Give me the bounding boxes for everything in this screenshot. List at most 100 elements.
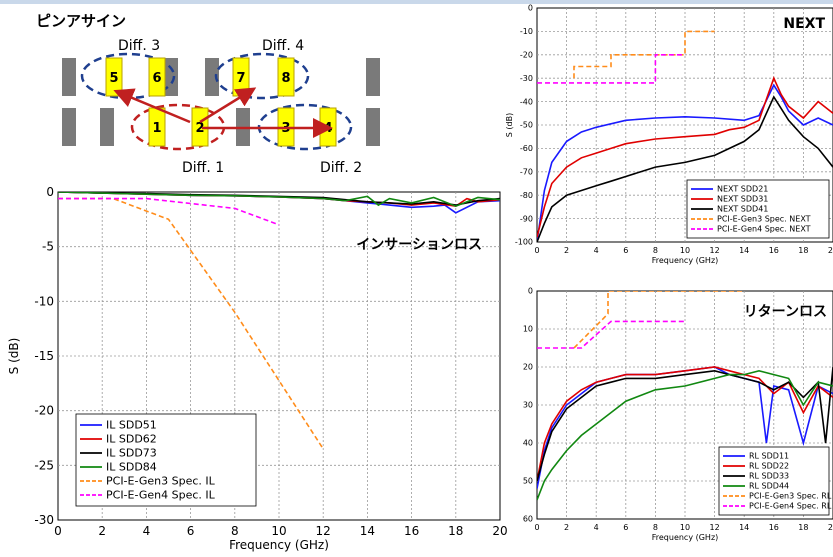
x-tick-label: 2 xyxy=(564,523,569,532)
x-tick-label: 10 xyxy=(680,523,690,532)
series-line-rl-sdd44 xyxy=(537,369,833,501)
diff4-label: Diff. 4 xyxy=(262,38,304,54)
y-tick-label: 20 xyxy=(523,363,533,372)
x-tick-label: 16 xyxy=(769,246,779,255)
diff4-oval xyxy=(214,52,310,100)
x-tick-label: 10 xyxy=(680,246,690,255)
x-tick-label: 2 xyxy=(98,524,106,538)
x-tick-label: 14 xyxy=(360,524,375,538)
x-axis-label: Frequency (GHz) xyxy=(652,256,719,265)
series-line-pci-e-gen3-spec-rl xyxy=(573,291,745,349)
series-line-pci-e-gen3-spec-next xyxy=(573,30,715,79)
y-tick-label: -70 xyxy=(520,167,533,176)
y-tick-label: -90 xyxy=(520,214,533,223)
y-tick-label: 0 xyxy=(46,185,54,199)
x-tick-label: 4 xyxy=(594,246,599,255)
pin-1-label: 1 xyxy=(152,121,161,136)
series-group xyxy=(537,30,833,242)
legend-box xyxy=(75,413,257,507)
x-tick-label: 18 xyxy=(798,246,808,255)
x-tick-label: 0 xyxy=(534,246,539,255)
y-tick-label: -10 xyxy=(34,294,54,308)
x-tick-label: 16 xyxy=(769,523,779,532)
y-tick-label: -5 xyxy=(42,240,54,254)
y-tick-label: -15 xyxy=(34,349,54,363)
gray-pin xyxy=(164,58,178,96)
legend-label: RL SDD33 xyxy=(749,472,789,481)
y-tick-label: 60 xyxy=(523,515,533,524)
x-tick-label: 20 xyxy=(828,523,833,532)
legend-label: RL SDD22 xyxy=(749,462,789,471)
x-tick-label: 8 xyxy=(653,523,658,532)
x-tick-label: 4 xyxy=(594,523,599,532)
x-tick-label: 2 xyxy=(564,246,569,255)
y-tick-label: -25 xyxy=(34,458,54,472)
y-tick-label: -10 xyxy=(520,27,533,36)
x-tick-label: 12 xyxy=(710,246,720,255)
legend-label: PCI-E-Gen4 Spec. IL xyxy=(106,489,216,502)
y-tick-label: -80 xyxy=(520,191,533,200)
series-group xyxy=(58,192,500,450)
series-group xyxy=(537,291,833,501)
series-line-rl-sdd33 xyxy=(537,366,833,482)
legend-label: PCI-E-Gen3 Spec. IL xyxy=(106,475,216,488)
gray-pin xyxy=(205,58,219,96)
legend-label: NEXT SDD21 xyxy=(717,185,768,194)
y-tick-label: -60 xyxy=(520,144,533,153)
x-tick-label: 10 xyxy=(271,524,286,538)
x-tick-label: 8 xyxy=(653,246,658,255)
y-tick-label: -50 xyxy=(520,121,533,130)
x-tick-label: 0 xyxy=(534,523,539,532)
chart-title: リターンロス xyxy=(744,304,827,320)
x-tick-label: 14 xyxy=(739,246,749,255)
y-tick-label: 0 xyxy=(528,287,533,296)
x-tick-label: 12 xyxy=(316,524,331,538)
series-line-next-sdd21 xyxy=(537,83,833,242)
diagram-title: ピンアサイン xyxy=(36,12,126,30)
y-axis-label: S (dB) xyxy=(7,338,21,375)
arrow-to-diff4 xyxy=(199,87,257,124)
pin-assignment-diagram: ピンアサイン 5 6 7 8 1 2 3 4 D xyxy=(36,12,380,176)
legend-label: IL SDD73 xyxy=(106,447,157,460)
y-tick-label: 30 xyxy=(523,401,533,410)
gray-pin xyxy=(366,108,380,146)
legend-label: PCI-E-Gen3 Spec. RL xyxy=(749,492,832,501)
x-tick-label: 8 xyxy=(231,524,239,538)
series-line-next-sdd41 xyxy=(537,95,833,242)
y-tick-label: -30 xyxy=(520,74,533,83)
series-line-il-sdd84 xyxy=(58,192,500,208)
legend-label: IL SDD51 xyxy=(106,419,157,432)
x-axis-label: Frequency (GHz) xyxy=(652,533,719,542)
series-line-next-sdd31 xyxy=(537,76,833,238)
legend-label: IL SDD62 xyxy=(106,433,157,446)
y-tick-label: 10 xyxy=(523,325,533,334)
pin-6-label: 6 xyxy=(152,71,161,86)
x-tick-label: 14 xyxy=(739,523,749,532)
y-tick-label: 50 xyxy=(523,477,533,486)
chart-title: NEXT xyxy=(783,16,825,32)
x-tick-label: 12 xyxy=(710,523,720,532)
legend-label: IL SDD84 xyxy=(106,461,157,474)
y-tick-label: 0 xyxy=(528,4,533,13)
diff3-label: Diff. 3 xyxy=(118,38,160,54)
x-tick-label: 18 xyxy=(798,523,808,532)
series-line-pci-e-gen4-spec-rl xyxy=(537,320,685,349)
legend-label: NEXT SDD41 xyxy=(717,205,768,214)
return-loss-chart: 0 2 4 6 8 10 12 14 16 18 20 0 10 20 30 40 50 60 Frequency … xyxy=(523,287,833,542)
x-tick-label: 6 xyxy=(187,524,195,538)
legend-label: NEXT SDD31 xyxy=(717,195,768,204)
gray-pin xyxy=(62,58,76,96)
pin-8 xyxy=(277,57,295,97)
insertion-loss-chart: 0 2 4 6 8 10 12 14 16 18 20 0 -5 -10 -15 -20 -25 -30 Frequ… xyxy=(7,185,508,552)
y-tick-label: 40 xyxy=(523,439,533,448)
x-tick-label: 4 xyxy=(143,524,151,538)
x-tick-label: 6 xyxy=(623,246,628,255)
x-tick-label: 0 xyxy=(54,524,62,538)
legend-label: RL SDD44 xyxy=(749,482,789,491)
y-axis-label: S (dB) xyxy=(505,113,514,137)
next-chart: 0 2 4 6 8 10 12 14 16 18 20 0 -10 -20 -30 -40 -50 -60 -70 -… xyxy=(505,4,833,265)
legend-box xyxy=(718,446,830,516)
coupling-arrows xyxy=(113,87,333,138)
